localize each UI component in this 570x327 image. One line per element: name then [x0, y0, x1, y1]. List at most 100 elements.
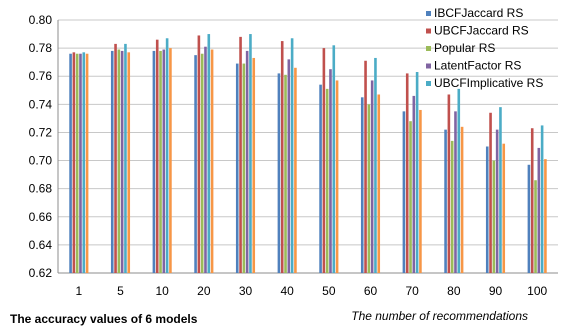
- y-tick-label: 0.66: [29, 210, 53, 224]
- bar: [415, 72, 419, 273]
- bar: [207, 34, 211, 274]
- bar: [294, 67, 297, 273]
- y-tick-label: 0.70: [29, 154, 53, 168]
- bar: [405, 73, 409, 273]
- bar: [79, 53, 82, 274]
- bar: [127, 52, 131, 273]
- y-tick-label: 0.72: [29, 125, 53, 139]
- x-tick-label: 10: [155, 284, 169, 298]
- bar: [287, 59, 291, 273]
- bar: [502, 143, 506, 273]
- bar: [444, 129, 447, 273]
- bar: [155, 39, 159, 274]
- bar: [377, 94, 381, 274]
- bar: [402, 111, 406, 273]
- legend-label: UBCFJaccard RS: [434, 24, 529, 38]
- legend: IBCFJaccard RS UBCFJaccard RS Popular RS La…: [426, 6, 543, 90]
- y-tick-label: 0.62: [29, 266, 53, 280]
- x-tick-label: 80: [447, 284, 461, 298]
- bar: [162, 49, 166, 273]
- bar: [374, 57, 377, 274]
- bar: [110, 50, 114, 273]
- bar: [284, 74, 287, 273]
- bar: [242, 63, 246, 273]
- legend-label: LatentFactor RS: [434, 59, 521, 73]
- x-tick-label: 60: [364, 284, 378, 298]
- bar: [540, 125, 544, 273]
- legend-label: UBCFImplicative RS: [434, 76, 543, 90]
- bar: [332, 45, 336, 273]
- y-tick-label: 0.68: [29, 182, 53, 196]
- bar: [412, 95, 416, 274]
- bar: [457, 88, 461, 274]
- bar: [495, 129, 499, 273]
- bar: [492, 160, 496, 273]
- x-tick-label: 50: [322, 284, 336, 298]
- y-axis: 0.62 0.64 0.66 0.68 0.70 0.72 0.74 0.76 0.78 0.80: [29, 13, 53, 280]
- x-tick-label: 100: [527, 284, 547, 298]
- bar: [239, 36, 242, 274]
- bar: [117, 49, 121, 273]
- x-tick-label: 70: [405, 284, 419, 298]
- bar: [325, 88, 329, 274]
- x-tick-label: 20: [197, 284, 211, 298]
- bar: [360, 97, 364, 273]
- bar: [447, 94, 451, 274]
- x-tick-label: 30: [239, 284, 253, 298]
- legend-swatch: [426, 63, 431, 69]
- legend-label: IBCFJaccard RS: [434, 6, 523, 20]
- x-tick-label: 5: [117, 284, 124, 298]
- bar: [69, 53, 72, 274]
- bar: [329, 69, 332, 273]
- y-tick-label: 0.80: [29, 13, 53, 27]
- bar: [450, 140, 454, 273]
- bar: [409, 121, 412, 273]
- bar: [280, 41, 284, 273]
- x-axis-label: The number of recommendations: [351, 309, 528, 323]
- legend-swatch: [426, 46, 431, 51]
- bar: [72, 52, 76, 273]
- bar: [460, 126, 464, 273]
- bar: [499, 107, 502, 273]
- legend-label: Popular RS: [434, 41, 495, 55]
- x-tick-label: 1: [75, 284, 82, 298]
- legend-swatch: [426, 28, 431, 34]
- x-tick-label: 90: [489, 284, 503, 298]
- bar: [124, 43, 127, 273]
- bar: [537, 147, 541, 273]
- bar: [235, 63, 239, 273]
- bar: [169, 48, 172, 273]
- bar: [544, 159, 547, 273]
- bar: [364, 60, 367, 274]
- bar: [210, 49, 214, 273]
- bar: [534, 180, 537, 273]
- bar: [419, 109, 422, 274]
- bar: [367, 104, 371, 273]
- legend-swatch: [426, 11, 431, 16]
- bar: [290, 38, 294, 273]
- bar: [530, 128, 534, 273]
- bar: [252, 57, 256, 274]
- bar: [322, 48, 326, 273]
- bar: [194, 55, 197, 273]
- bar: [165, 38, 169, 273]
- bar: [245, 50, 249, 273]
- bar: [527, 164, 531, 273]
- bar: [249, 34, 252, 274]
- y-tick-label: 0.64: [29, 238, 53, 252]
- bar: [370, 80, 374, 273]
- grid: [57, 19, 558, 274]
- bar: [319, 84, 322, 273]
- chart-caption: The accuracy values of 6 models: [10, 312, 198, 326]
- bar: [489, 112, 492, 274]
- bar: [159, 50, 162, 273]
- bar: [75, 53, 79, 274]
- x-axis: 1 5 10 20 30 40 50 60 70 80 90 100: [75, 284, 547, 298]
- legend-swatch: [426, 81, 431, 86]
- bar: [197, 35, 201, 274]
- x-tick-label: 40: [280, 284, 294, 298]
- y-tick-label: 0.74: [29, 97, 53, 111]
- bar: [204, 46, 207, 274]
- bar: [485, 146, 489, 273]
